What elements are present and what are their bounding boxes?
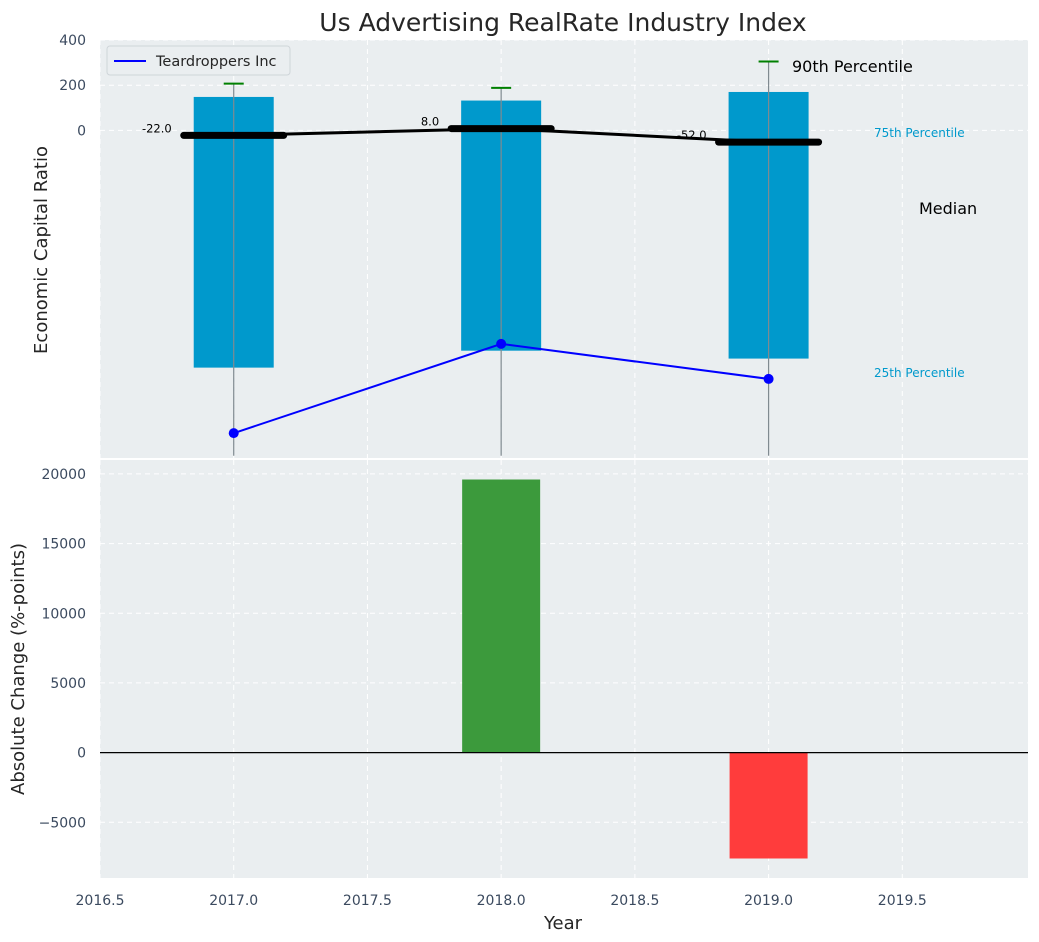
x-tick-label: 2019.5 [878, 893, 927, 909]
positive-change-bar [462, 479, 541, 753]
bottom-y-tick-label: −5000 [39, 815, 86, 831]
top-y-tick-label: 200 [59, 78, 86, 94]
median-annotation: Median [919, 199, 977, 218]
p75-annotation: 75th Percentile [874, 126, 965, 140]
bottom-y-tick-label: 10000 [41, 606, 86, 622]
chart-title: Us Advertising RealRate Industry Index [319, 8, 806, 37]
median-value-label: -22.0 [142, 121, 172, 135]
bottom-y-tick-label: 15000 [41, 537, 86, 553]
company-point [496, 338, 507, 349]
x-tick-label: 2019.0 [744, 893, 793, 909]
top-y-tick-label: 400 [59, 33, 86, 49]
x-tick-label: 2016.5 [76, 893, 125, 909]
legend: Teardroppers Inc [106, 45, 291, 76]
median-value-label: 8.0 [421, 115, 439, 129]
x-tick-label: 2017.5 [343, 893, 392, 909]
top-panel-marks: -22.0 8.0 -52.0 [142, 60, 823, 456]
legend-box [106, 45, 291, 76]
median-value-label: -52.0 [677, 128, 707, 142]
p25-annotation: 25th Percentile [874, 366, 965, 380]
x-tick-label: 2017.0 [209, 893, 258, 909]
x-axis-label: Year [543, 913, 583, 934]
bottom-y-tick-label: 20000 [41, 467, 86, 483]
x-tick-label: 2018.5 [610, 893, 659, 909]
x-tick-label: 2018.0 [477, 893, 526, 909]
top-panel-y-ticks: 0 200 400 [59, 33, 86, 139]
bottom-y-axis-label: Absolute Change (%-points) [8, 543, 29, 795]
legend-label-company: Teardroppers Inc [155, 54, 277, 70]
p90-annotation: 90th Percentile [792, 57, 913, 76]
bottom-panel-background [100, 460, 1028, 878]
company-point [763, 373, 774, 384]
bottom-y-tick-label: 0 [77, 746, 86, 762]
top-y-axis-label: Economic Capital Ratio [31, 146, 52, 354]
negative-change-bar [729, 752, 808, 859]
bottom-panel-marks [100, 479, 1028, 859]
top-y-tick-label: 0 [77, 123, 86, 139]
x-axis-ticks: 2016.5 2017.0 2017.5 2018.0 2018.5 2019.0 2019… [76, 893, 927, 909]
company-point [228, 428, 239, 439]
bottom-y-tick-label: 5000 [50, 676, 86, 692]
bottom-panel-y-ticks: −5000 0 5000 10000 15000 20000 [39, 467, 86, 831]
